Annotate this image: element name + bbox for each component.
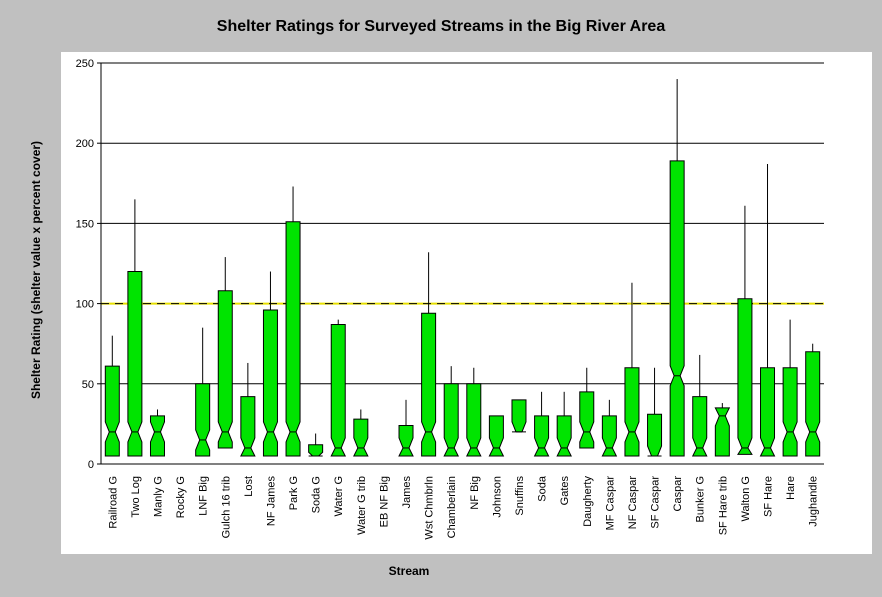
x-axis-title: Stream — [388, 564, 430, 578]
box — [533, 415, 550, 457]
box — [511, 399, 527, 433]
chart-title: Shelter Ratings for Surveyed Streams in … — [216, 18, 666, 35]
box — [624, 367, 640, 457]
box — [601, 415, 618, 457]
box — [127, 271, 143, 457]
box — [556, 415, 572, 457]
x-tick-label: SF Hare trib — [717, 476, 729, 535]
box — [308, 444, 324, 457]
x-tick-label: Water G trib — [356, 476, 368, 535]
x-tick-label: NF Caspar — [627, 476, 639, 530]
box — [217, 290, 233, 449]
box — [149, 415, 165, 457]
x-tick-label: Park G — [288, 476, 300, 510]
y-tick-label: 50 — [82, 379, 94, 391]
box — [714, 407, 731, 457]
box — [443, 383, 460, 457]
x-tick-label: SF Hare — [763, 476, 775, 517]
x-tick-label: James — [401, 476, 413, 509]
box — [353, 418, 369, 457]
x-tick-label: Jughandle — [808, 476, 820, 527]
x-tick-label: LNF Big — [198, 476, 210, 516]
box — [104, 365, 120, 457]
box — [647, 413, 663, 457]
box — [691, 396, 708, 457]
box — [805, 351, 821, 457]
y-tick-label: 200 — [76, 138, 94, 150]
box — [285, 221, 301, 457]
x-tick-label: Chamberlain — [446, 476, 458, 538]
x-tick-label: Gulch 16 trib — [220, 476, 232, 538]
box — [262, 309, 278, 457]
box — [669, 160, 685, 457]
box — [579, 391, 595, 449]
x-tick-label: Gates — [559, 476, 571, 506]
x-tick-label: Soda — [537, 475, 549, 502]
box — [195, 383, 211, 457]
x-tick-label: Water G — [333, 476, 345, 517]
x-tick-label: Daugherty — [582, 476, 594, 527]
x-tick-label: Soda G — [311, 476, 323, 513]
x-tick-label: SF Caspar — [650, 476, 662, 529]
y-tick-label: 100 — [76, 299, 94, 311]
x-tick-label: Johnson — [491, 476, 503, 518]
box — [465, 383, 482, 457]
x-tick-label: EB NF Big — [378, 476, 390, 527]
x-tick-label: Two Log — [130, 476, 142, 518]
box — [488, 415, 505, 457]
x-tick-label: Manly G — [152, 476, 164, 517]
x-tick-label: Caspar — [672, 476, 684, 512]
box — [782, 367, 798, 457]
box — [759, 367, 776, 457]
box — [737, 298, 753, 455]
y-tick-label: 0 — [88, 459, 94, 471]
x-tick-label: Walton G — [740, 476, 752, 521]
y-tick-label: 150 — [76, 218, 94, 230]
box — [240, 396, 256, 457]
x-tick-label: Rocky G — [175, 476, 187, 518]
x-tick-label: Bunker G — [695, 476, 707, 522]
y-tick-label: 250 — [76, 58, 94, 70]
x-tick-label: Railroad G — [107, 476, 119, 529]
x-tick-label: Snuffins — [514, 476, 526, 516]
box — [398, 425, 414, 457]
box — [330, 323, 347, 457]
x-tick-label: Wst Chmbrln — [424, 476, 436, 540]
x-tick-label: NF Big — [469, 476, 481, 510]
x-tick-label: MF Caspar — [604, 476, 616, 531]
x-tick-label: Hare — [785, 476, 797, 500]
x-tick-label: Lost — [243, 476, 255, 497]
box — [421, 312, 437, 457]
x-tick-label: NF James — [265, 476, 277, 527]
